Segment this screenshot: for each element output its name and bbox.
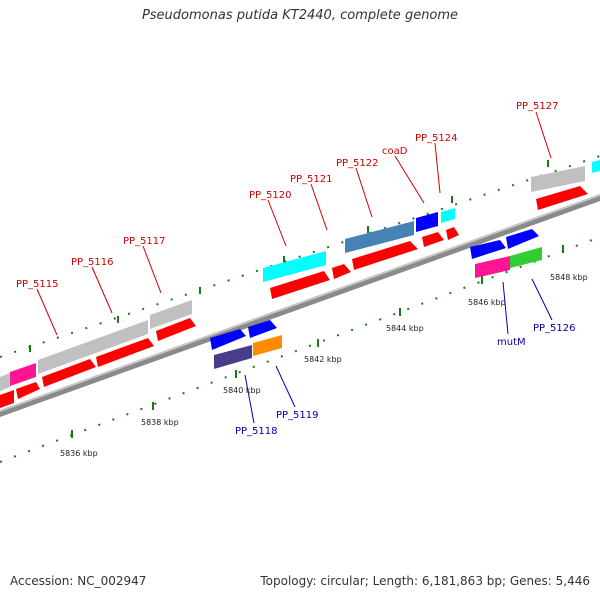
feature-gray[interactable] bbox=[0, 373, 10, 391]
feature-blue[interactable] bbox=[248, 320, 277, 338]
feature-red[interactable] bbox=[536, 186, 588, 210]
gene-label-pp5115[interactable]: PP_5115 bbox=[16, 279, 59, 290]
feature-cyan[interactable] bbox=[592, 160, 600, 173]
feature-gray[interactable] bbox=[150, 300, 192, 329]
feature-blue[interactable] bbox=[416, 212, 438, 232]
scale-label: 5836 kbp bbox=[60, 449, 98, 458]
feature-gray[interactable] bbox=[531, 166, 585, 192]
feature-gray[interactable] bbox=[38, 320, 148, 374]
feature-orange[interactable] bbox=[253, 335, 282, 356]
feature-blue[interactable] bbox=[210, 329, 246, 350]
feature-red[interactable] bbox=[42, 359, 96, 387]
gene-label-coad[interactable]: coaD bbox=[382, 146, 408, 157]
feature-red[interactable] bbox=[422, 232, 444, 247]
feature-steelblue[interactable] bbox=[345, 221, 414, 253]
leader-lines-top bbox=[36, 111, 552, 336]
gene-label-pp5119[interactable]: PP_5119 bbox=[276, 410, 319, 421]
accession-text: Accession: NC_002947 bbox=[10, 574, 147, 588]
feature-red[interactable] bbox=[16, 382, 40, 399]
feature-red[interactable] bbox=[332, 264, 351, 279]
gene-label-pp5121[interactable]: PP_5121 bbox=[290, 174, 333, 185]
feature-red[interactable] bbox=[96, 338, 154, 367]
feature-blue[interactable] bbox=[470, 240, 506, 259]
scale-label: 5838 kbp bbox=[141, 418, 179, 427]
feature-cyan[interactable] bbox=[263, 251, 326, 282]
feature-red[interactable] bbox=[446, 227, 459, 240]
tick-row-bottom bbox=[0, 236, 600, 463]
gene-label-mutm[interactable]: mutM bbox=[497, 337, 526, 348]
feature-red[interactable] bbox=[0, 390, 14, 408]
leader-lines-bottom bbox=[244, 278, 553, 424]
feature-pink[interactable] bbox=[475, 256, 510, 278]
feature-pink[interactable] bbox=[10, 363, 36, 386]
scale-label: 5846 kbp bbox=[468, 298, 506, 307]
tick-row-top bbox=[0, 155, 600, 358]
gene-label-pp5122[interactable]: PP_5122 bbox=[336, 158, 379, 169]
feature-red[interactable] bbox=[270, 271, 330, 299]
feature-green[interactable] bbox=[510, 247, 542, 268]
feature-red[interactable] bbox=[156, 318, 196, 341]
dna-backbone bbox=[0, 194, 600, 417]
gene-label-pp5124[interactable]: PP_5124 bbox=[415, 133, 458, 144]
gene-label-pp5117[interactable]: PP_5117 bbox=[123, 236, 166, 247]
major-ticks bbox=[29, 160, 564, 438]
feature-cyan[interactable] bbox=[441, 208, 455, 223]
gene-label-pp5126[interactable]: PP_5126 bbox=[533, 323, 576, 334]
page-title: Pseudomonas putida KT2440, complete geno… bbox=[141, 8, 459, 23]
gene-label-pp5120[interactable]: PP_5120 bbox=[249, 190, 292, 201]
genome-summary: Topology: circular; Length: 6,181,863 bp… bbox=[260, 574, 590, 588]
feature-row-lower bbox=[210, 229, 542, 369]
gene-label-pp5116[interactable]: PP_5116 bbox=[71, 257, 114, 268]
scale-label: 5840 kbp bbox=[223, 386, 261, 395]
feature-darkslateblue[interactable] bbox=[214, 345, 252, 369]
feature-row-red bbox=[0, 186, 588, 408]
scale-label: 5844 kbp bbox=[386, 324, 424, 333]
gene-label-pp5118[interactable]: PP_5118 bbox=[235, 426, 278, 437]
scale-label: 5842 kbp bbox=[304, 355, 342, 364]
feature-row-upper bbox=[0, 160, 600, 391]
feature-blue[interactable] bbox=[506, 229, 539, 249]
scale-label: 5848 kbp bbox=[550, 273, 588, 282]
gene-label-pp5127[interactable]: PP_5127 bbox=[516, 101, 559, 112]
feature-red[interactable] bbox=[352, 241, 418, 270]
